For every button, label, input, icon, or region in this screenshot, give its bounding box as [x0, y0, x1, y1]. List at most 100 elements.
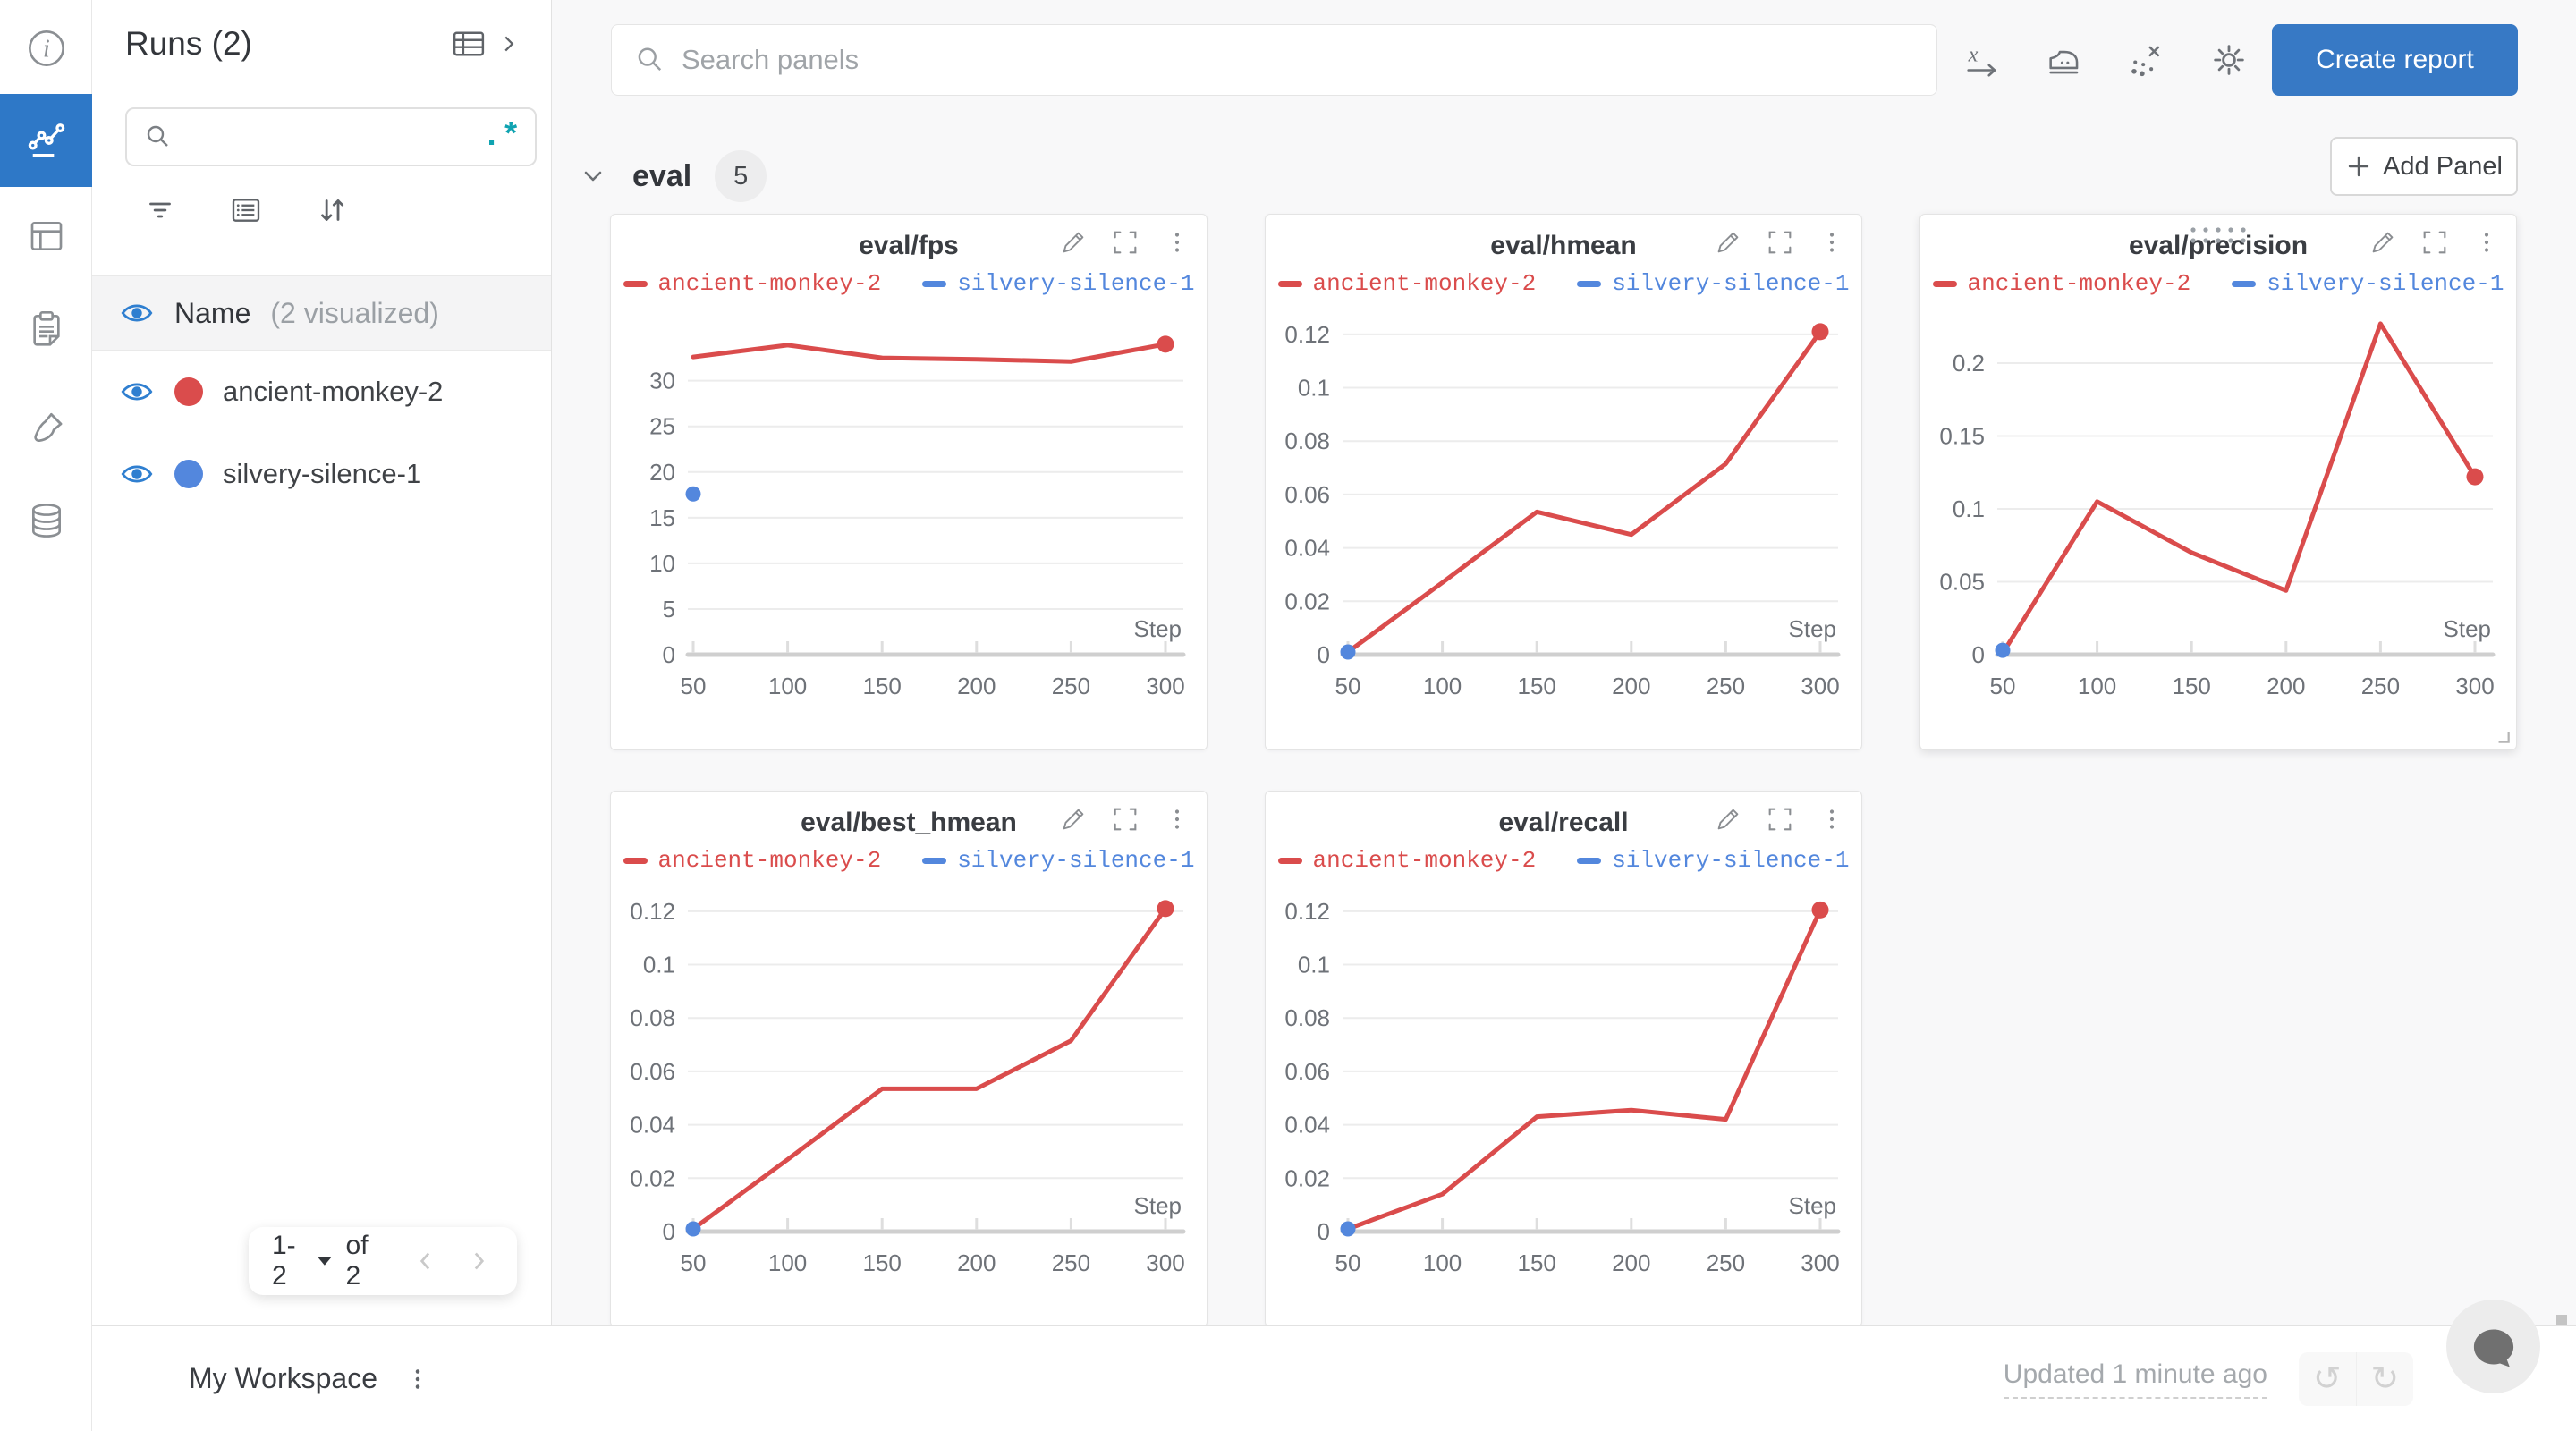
panel-kebab-icon[interactable]	[2471, 227, 2502, 258]
legend-item[interactable]: silvery-silence-1	[1577, 847, 1849, 874]
run-row[interactable]: silvery-silence-1	[92, 433, 551, 515]
fullscreen-icon[interactable]	[1110, 804, 1140, 834]
run-name[interactable]: silvery-silence-1	[223, 458, 422, 489]
chart-canvas[interactable]: 0 0.02 0.04 0.06 0.08 0.1 0.12 50 100 150 200 250 30…	[1266, 874, 1861, 1305]
updated-status[interactable]: Updated 1 minute ago	[2003, 1359, 2267, 1399]
filter-funnel-icon[interactable]	[141, 191, 179, 229]
fullscreen-icon[interactable]	[1110, 227, 1140, 258]
legend-item[interactable]: ancient-monkey-2	[1277, 270, 1536, 297]
runs-search-input[interactable]	[184, 123, 482, 151]
legend-item[interactable]: ancient-monkey-2	[1277, 847, 1536, 874]
nav-workspace-charts[interactable]	[0, 94, 92, 187]
regex-toggle[interactable]: .*	[481, 118, 521, 155]
legend-label: silvery-silence-1	[957, 847, 1195, 874]
nav-info[interactable]: i	[0, 16, 92, 80]
svg-text:x: x	[1968, 42, 1979, 66]
panel-settings-icon[interactable]	[2044, 39, 2085, 80]
runs-search-box: .*	[125, 107, 537, 166]
chart-panel[interactable]: eval/fps ancient-monkey-2 silvery-silence…	[610, 214, 1208, 750]
eye-icon	[119, 295, 155, 331]
undo-button[interactable]: ↺	[2312, 1359, 2342, 1398]
y-axis-labels: 0 0.02 0.04 0.06 0.08 0.1 0.12	[630, 898, 675, 1245]
section-name[interactable]: eval	[632, 158, 692, 193]
svg-text:5: 5	[663, 596, 675, 622]
add-panel-button[interactable]: Add Panel	[2330, 137, 2518, 196]
create-report-button[interactable]: Create report	[2272, 24, 2518, 96]
legend-item[interactable]: ancient-monkey-2	[623, 847, 881, 874]
edit-pencil-icon[interactable]	[1058, 804, 1089, 834]
legend-item[interactable]: ancient-monkey-2	[1932, 270, 2190, 297]
runs-visibility-header[interactable]: Name (2 visualized)	[92, 275, 551, 351]
workspace-menu-kebab-icon[interactable]	[402, 1364, 433, 1394]
nav-artifacts[interactable]	[0, 488, 92, 553]
eye-icon[interactable]	[119, 456, 155, 492]
drag-handle-icon[interactable]	[2189, 225, 2248, 245]
fullscreen-icon[interactable]	[2419, 227, 2450, 258]
series-ancient-monkey-2	[691, 335, 1174, 364]
legend-item[interactable]: ancient-monkey-2	[623, 270, 882, 297]
legend-item[interactable]: silvery-silence-1	[1577, 270, 1849, 297]
nav-table[interactable]	[0, 204, 92, 268]
panel-kebab-icon[interactable]	[1817, 227, 1847, 258]
grid-lines	[1343, 910, 1838, 1180]
panel-search-input[interactable]	[682, 44, 1917, 76]
panel-search-box	[611, 24, 1937, 96]
edit-pencil-icon[interactable]	[1058, 227, 1089, 258]
chart-legend: ancient-monkey-2 silvery-silence-1	[611, 270, 1207, 297]
chart-canvas[interactable]: 0 0.05 0.1 0.15 0.2 50 100 150 200 250 300 Step	[1920, 297, 2516, 728]
chart-title: eval/precision	[2128, 231, 2309, 260]
scrollbar-thumb[interactable]	[2556, 1315, 2567, 1325]
panel-kebab-icon[interactable]	[1162, 804, 1192, 834]
eye-icon[interactable]	[119, 374, 155, 410]
redo-button[interactable]: ↻	[2370, 1359, 2400, 1398]
outliers-scatter-icon[interactable]	[2126, 39, 2167, 80]
x-axis-title: Step	[1134, 1192, 1182, 1219]
legend-item[interactable]: silvery-silence-1	[2232, 270, 2504, 297]
y-axis-labels: 0 0.02 0.04 0.06 0.08 0.1 0.12	[1284, 898, 1330, 1245]
svg-text:15: 15	[649, 504, 675, 531]
chart-canvas[interactable]: 0 5 10 15 20 25 30 50 100 150 200 250 300 Step	[611, 297, 1207, 728]
legend-label: ancient-monkey-2	[657, 270, 882, 297]
settings-gear-icon[interactable]	[2208, 39, 2250, 80]
chart-canvas[interactable]: 0 0.02 0.04 0.06 0.08 0.1 0.12 50 100 150 200 250 30…	[611, 874, 1207, 1305]
pagination-next-icon[interactable]	[463, 1246, 494, 1276]
svg-text:0.1: 0.1	[1298, 952, 1330, 978]
chart-panel[interactable]: eval/hmean ancient-monkey-2 silvery-silen…	[1265, 214, 1862, 750]
visibility-header-sublabel: (2 visualized)	[270, 296, 439, 329]
section-collapse-chevron-icon[interactable]	[577, 160, 609, 192]
edit-pencil-icon[interactable]	[1713, 804, 1743, 834]
group-list-icon[interactable]	[227, 191, 265, 229]
x-axis-title: Step	[1789, 615, 1837, 642]
chart-panel[interactable]: eval/best_hmean ancient-monkey-2 silvery-…	[610, 791, 1208, 1327]
fullscreen-icon[interactable]	[1765, 804, 1795, 834]
edit-pencil-icon[interactable]	[2368, 227, 2398, 258]
sort-icon[interactable]	[313, 191, 351, 229]
panel-kebab-icon[interactable]	[1817, 804, 1847, 834]
chart-panel[interactable]: eval/recall ancient-monkey-2 silvery-sile…	[1265, 791, 1862, 1327]
pagination-prev-icon[interactable]	[411, 1246, 442, 1276]
chart-panel[interactable]: eval/precision ancient-monkey-2 silvery-s…	[1919, 214, 2517, 750]
edit-pencil-icon[interactable]	[1713, 227, 1743, 258]
x-axis-settings-icon[interactable]: x	[1962, 39, 2003, 80]
svg-text:50: 50	[681, 1249, 707, 1276]
legend-label: silvery-silence-1	[1612, 847, 1850, 874]
legend-item[interactable]: silvery-silence-1	[922, 847, 1194, 874]
nav-logs[interactable]	[0, 297, 92, 361]
x-axis-labels: 50 100 150 200 250 300	[681, 1249, 1185, 1276]
svg-text:0: 0	[663, 641, 675, 668]
pagination-range-dropdown[interactable]: 1-2	[272, 1231, 332, 1291]
chart-legend: ancient-monkey-2 silvery-silence-1	[1266, 270, 1861, 297]
chart-canvas[interactable]: 0 0.02 0.04 0.06 0.08 0.1 0.12 50 100 150 200 250 30…	[1266, 297, 1861, 728]
legend-swatch	[1577, 857, 1602, 864]
run-row[interactable]: ancient-monkey-2	[92, 351, 551, 433]
svg-text:250: 250	[1707, 1249, 1745, 1276]
expand-runs-chevron-icon[interactable]	[494, 29, 524, 59]
chat-support-button[interactable]	[2446, 1300, 2540, 1393]
run-name[interactable]: ancient-monkey-2	[223, 376, 444, 407]
legend-item[interactable]: silvery-silence-1	[922, 270, 1194, 297]
fullscreen-icon[interactable]	[1765, 227, 1795, 258]
runs-table-icon[interactable]	[449, 24, 488, 64]
nav-sweeps[interactable]	[0, 395, 92, 460]
panel-kebab-icon[interactable]	[1162, 227, 1192, 258]
resize-handle-icon[interactable]	[2494, 727, 2512, 745]
